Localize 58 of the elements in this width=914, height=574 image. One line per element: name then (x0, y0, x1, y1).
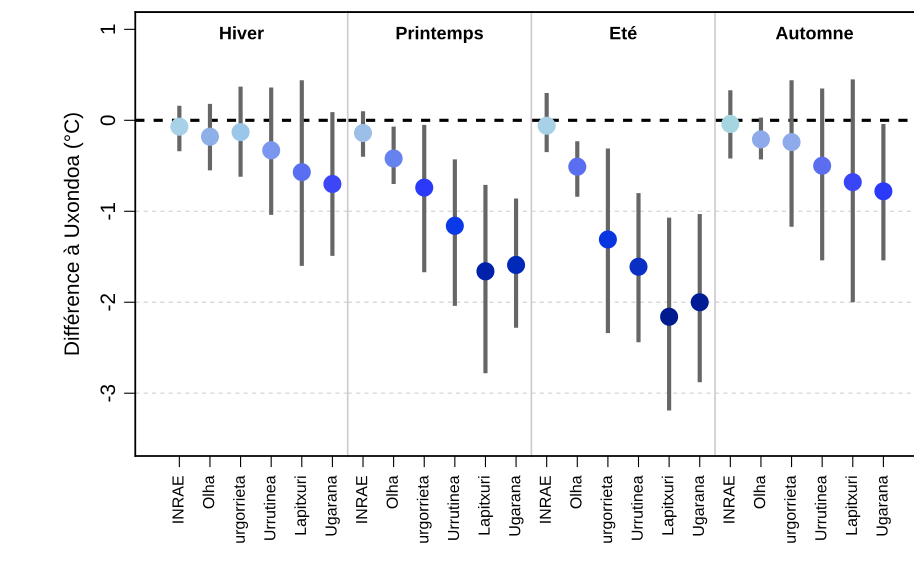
x-tick-label: urgorrieta (600, 475, 616, 543)
point (813, 156, 832, 175)
x-tick-label: urgorrieta (416, 475, 432, 543)
x-tick-label: urgorrieta (784, 475, 800, 543)
x-tick-label: Lapitxuri (294, 476, 310, 534)
text: Hiver (220, 26, 264, 40)
x-tick-label: Ugarana (509, 475, 524, 536)
point (538, 116, 556, 135)
point (629, 258, 648, 276)
x-tick-label: Urrutinea (447, 475, 460, 540)
x-tick-label: Lapitxuri (478, 476, 493, 534)
x-tick-label: urgorrieta (233, 475, 248, 543)
point (874, 182, 892, 200)
x-tick-label: Urrutinea (264, 475, 276, 540)
x-tick-label: Olha (202, 475, 214, 508)
x-tick-label: Lapitxuri (662, 476, 677, 534)
x-tick-label: Urrutinea (814, 475, 826, 540)
x-tick-label: INRAE (540, 476, 551, 523)
point (598, 230, 617, 249)
point (415, 178, 434, 197)
point (262, 141, 280, 160)
x-tick-label: Ugarana (326, 475, 340, 536)
point (354, 124, 372, 142)
y-tick-label: -1 (100, 203, 115, 220)
point (690, 293, 709, 312)
x-tick-label: INRAE (356, 476, 368, 523)
y-tick-label: -2 (100, 294, 115, 311)
x-tick-label: Olha (570, 475, 582, 508)
x-tick-label: INRAE (723, 476, 734, 523)
x-tick-label: Lapitxuri (845, 476, 860, 534)
point (782, 133, 801, 152)
point (721, 114, 740, 133)
point (170, 118, 188, 136)
y-tick-label: 1 (100, 24, 115, 34)
x-tick-label: Olha (386, 475, 398, 508)
point (200, 128, 219, 146)
text: Eté (610, 26, 637, 40)
x-tick-label: INRAE (172, 476, 184, 523)
point (384, 149, 403, 168)
point (232, 123, 250, 142)
point (476, 262, 494, 280)
y-axis-title: Différence à Uxondoa (°C) (64, 113, 84, 354)
point (323, 174, 342, 194)
point (660, 308, 678, 326)
point (844, 173, 862, 192)
y-tick-label: 0 (100, 115, 116, 126)
y-tick-label: -3 (100, 384, 116, 402)
x-tick-label: Ugarana (876, 475, 891, 536)
x-tick-label: Olha (754, 475, 766, 508)
point (568, 158, 586, 176)
text: Printemps (396, 26, 483, 43)
text: Automne (776, 26, 854, 40)
point (292, 163, 311, 182)
x-tick-label: Urrutinea (631, 475, 643, 540)
point (507, 256, 526, 274)
point (446, 216, 464, 235)
point (752, 130, 770, 148)
x-tick-label: Ugarana (692, 475, 708, 536)
